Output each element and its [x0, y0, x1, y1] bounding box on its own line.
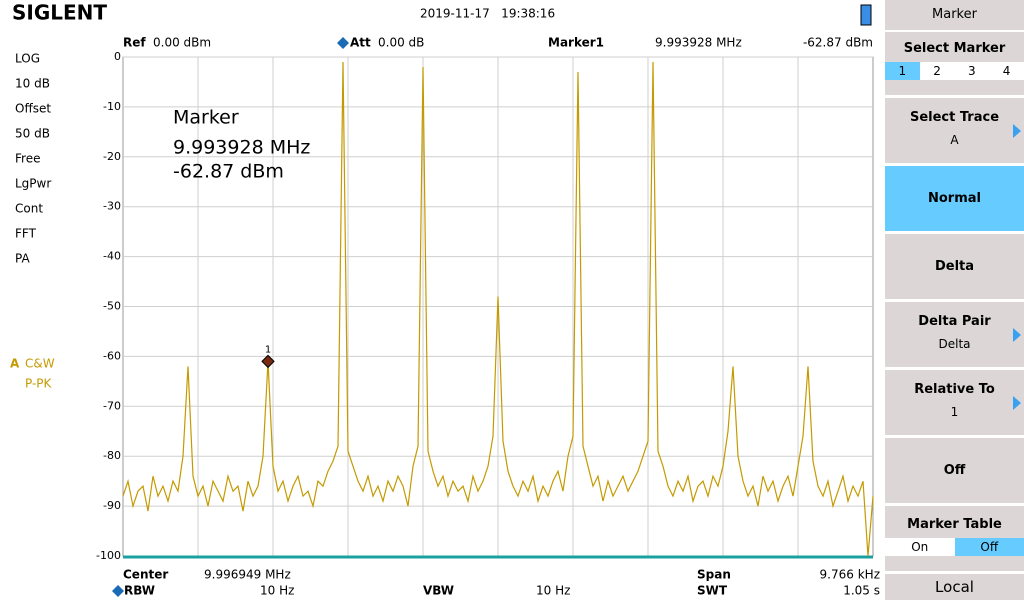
rbw-label: RBW [124, 584, 155, 598]
status-item: FFT [15, 227, 37, 241]
delta-button[interactable]: Delta [885, 234, 1024, 299]
delta-pair-button[interactable]: Delta Pair Delta [885, 302, 1024, 367]
select-trace-value: A [885, 133, 1024, 147]
marker-freq: 9.993928 MHz [655, 36, 742, 50]
vbw-value: 10 Hz [536, 584, 570, 598]
status-item: Free [15, 152, 40, 166]
select-trace-label: Select Trace [885, 110, 1024, 125]
vbw-label: VBW [423, 584, 454, 598]
y-tick-label: -60 [103, 349, 121, 362]
marker-option[interactable]: 3 [955, 62, 990, 80]
center-value: 9.996949 MHz [204, 568, 291, 582]
local-button[interactable]: Local [885, 574, 1024, 600]
marker-table-option[interactable]: On [885, 538, 955, 556]
delta-pair-value: Delta [885, 337, 1024, 351]
swt-value: 1.05 s [843, 584, 880, 598]
relative-to-button[interactable]: Relative To 1 [885, 370, 1024, 435]
select-trace-button[interactable]: Select Trace A [885, 98, 1024, 163]
annotation-freq: 9.993928 MHz [173, 137, 310, 159]
y-tick-label: -90 [103, 499, 121, 512]
menu-title: Marker [885, 0, 1024, 30]
marker-tag: 1 [265, 344, 271, 355]
status-item: PA [15, 252, 30, 266]
att-label: Att [350, 36, 371, 50]
y-tick-label: -30 [103, 200, 121, 213]
swt-label: SWT [697, 584, 728, 598]
arrow-icon [1013, 396, 1021, 410]
att-value: 0.00 dB [378, 36, 424, 50]
normal-button[interactable]: Normal [885, 166, 1024, 231]
status-item: 10 dB [15, 77, 50, 91]
trace-detector: P-PK [25, 377, 53, 391]
marker-table-option[interactable]: Off [955, 538, 1024, 556]
annotation-level: -62.87 dBm [173, 161, 284, 183]
status-item: 50 dB [15, 127, 50, 141]
arrow-icon [1013, 328, 1021, 342]
delta-pair-label: Delta Pair [885, 314, 1024, 329]
ref-value: 0.00 dBm [153, 36, 211, 50]
status-item: LOG [15, 52, 40, 66]
trace-mode: C&W [25, 357, 55, 371]
status-item: Cont [15, 202, 43, 216]
status-item: LgPwr [15, 177, 51, 191]
status-item: Offset [15, 102, 51, 116]
att-icon [337, 37, 349, 49]
left-panel: LOG 10 dB Offset 50 dB Free LgPwr Cont FFT PA [15, 52, 51, 266]
marker-level: -62.87 dBm [803, 36, 873, 50]
y-tick-label: -40 [103, 250, 121, 263]
rbw-value: 10 Hz [260, 584, 294, 598]
y-tick-label: -70 [103, 399, 121, 412]
y-tick-label: 0 [114, 50, 121, 63]
marker-option[interactable]: 4 [989, 62, 1024, 80]
relative-to-label: Relative To [885, 382, 1024, 397]
relative-to-value: 1 [885, 405, 1024, 419]
display: SIGLENT 2019-11-17 19:38:16 Ref 0.00 dBm… [0, 0, 884, 600]
datetime: 2019-11-17 19:38:16 [420, 7, 555, 21]
y-tick-label: -100 [96, 549, 121, 562]
rbw-icon [112, 585, 124, 597]
span-label: Span [697, 568, 731, 582]
marker-option[interactable]: 2 [920, 62, 955, 80]
battery-icon [861, 5, 871, 25]
marker-table-label: Marker Table [885, 517, 1024, 532]
annotation-title: Marker [173, 107, 239, 129]
ref-label: Ref [123, 36, 146, 50]
arrow-icon [1013, 124, 1021, 138]
off-button[interactable]: Off [885, 438, 1024, 503]
marker-option[interactable]: 1 [885, 62, 920, 80]
y-tick-label: -50 [103, 300, 121, 313]
marker-label: Marker1 [548, 36, 604, 50]
select-marker-label: Select Marker [885, 41, 1024, 56]
trace-name: A [10, 357, 20, 371]
center-label: Center [123, 568, 168, 582]
y-tick-label: -10 [103, 100, 121, 113]
y-tick-label: -80 [103, 449, 121, 462]
y-tick-label: -20 [103, 150, 121, 163]
logo: SIGLENT [12, 1, 107, 25]
span-value: 9.766 kHz [820, 568, 880, 582]
